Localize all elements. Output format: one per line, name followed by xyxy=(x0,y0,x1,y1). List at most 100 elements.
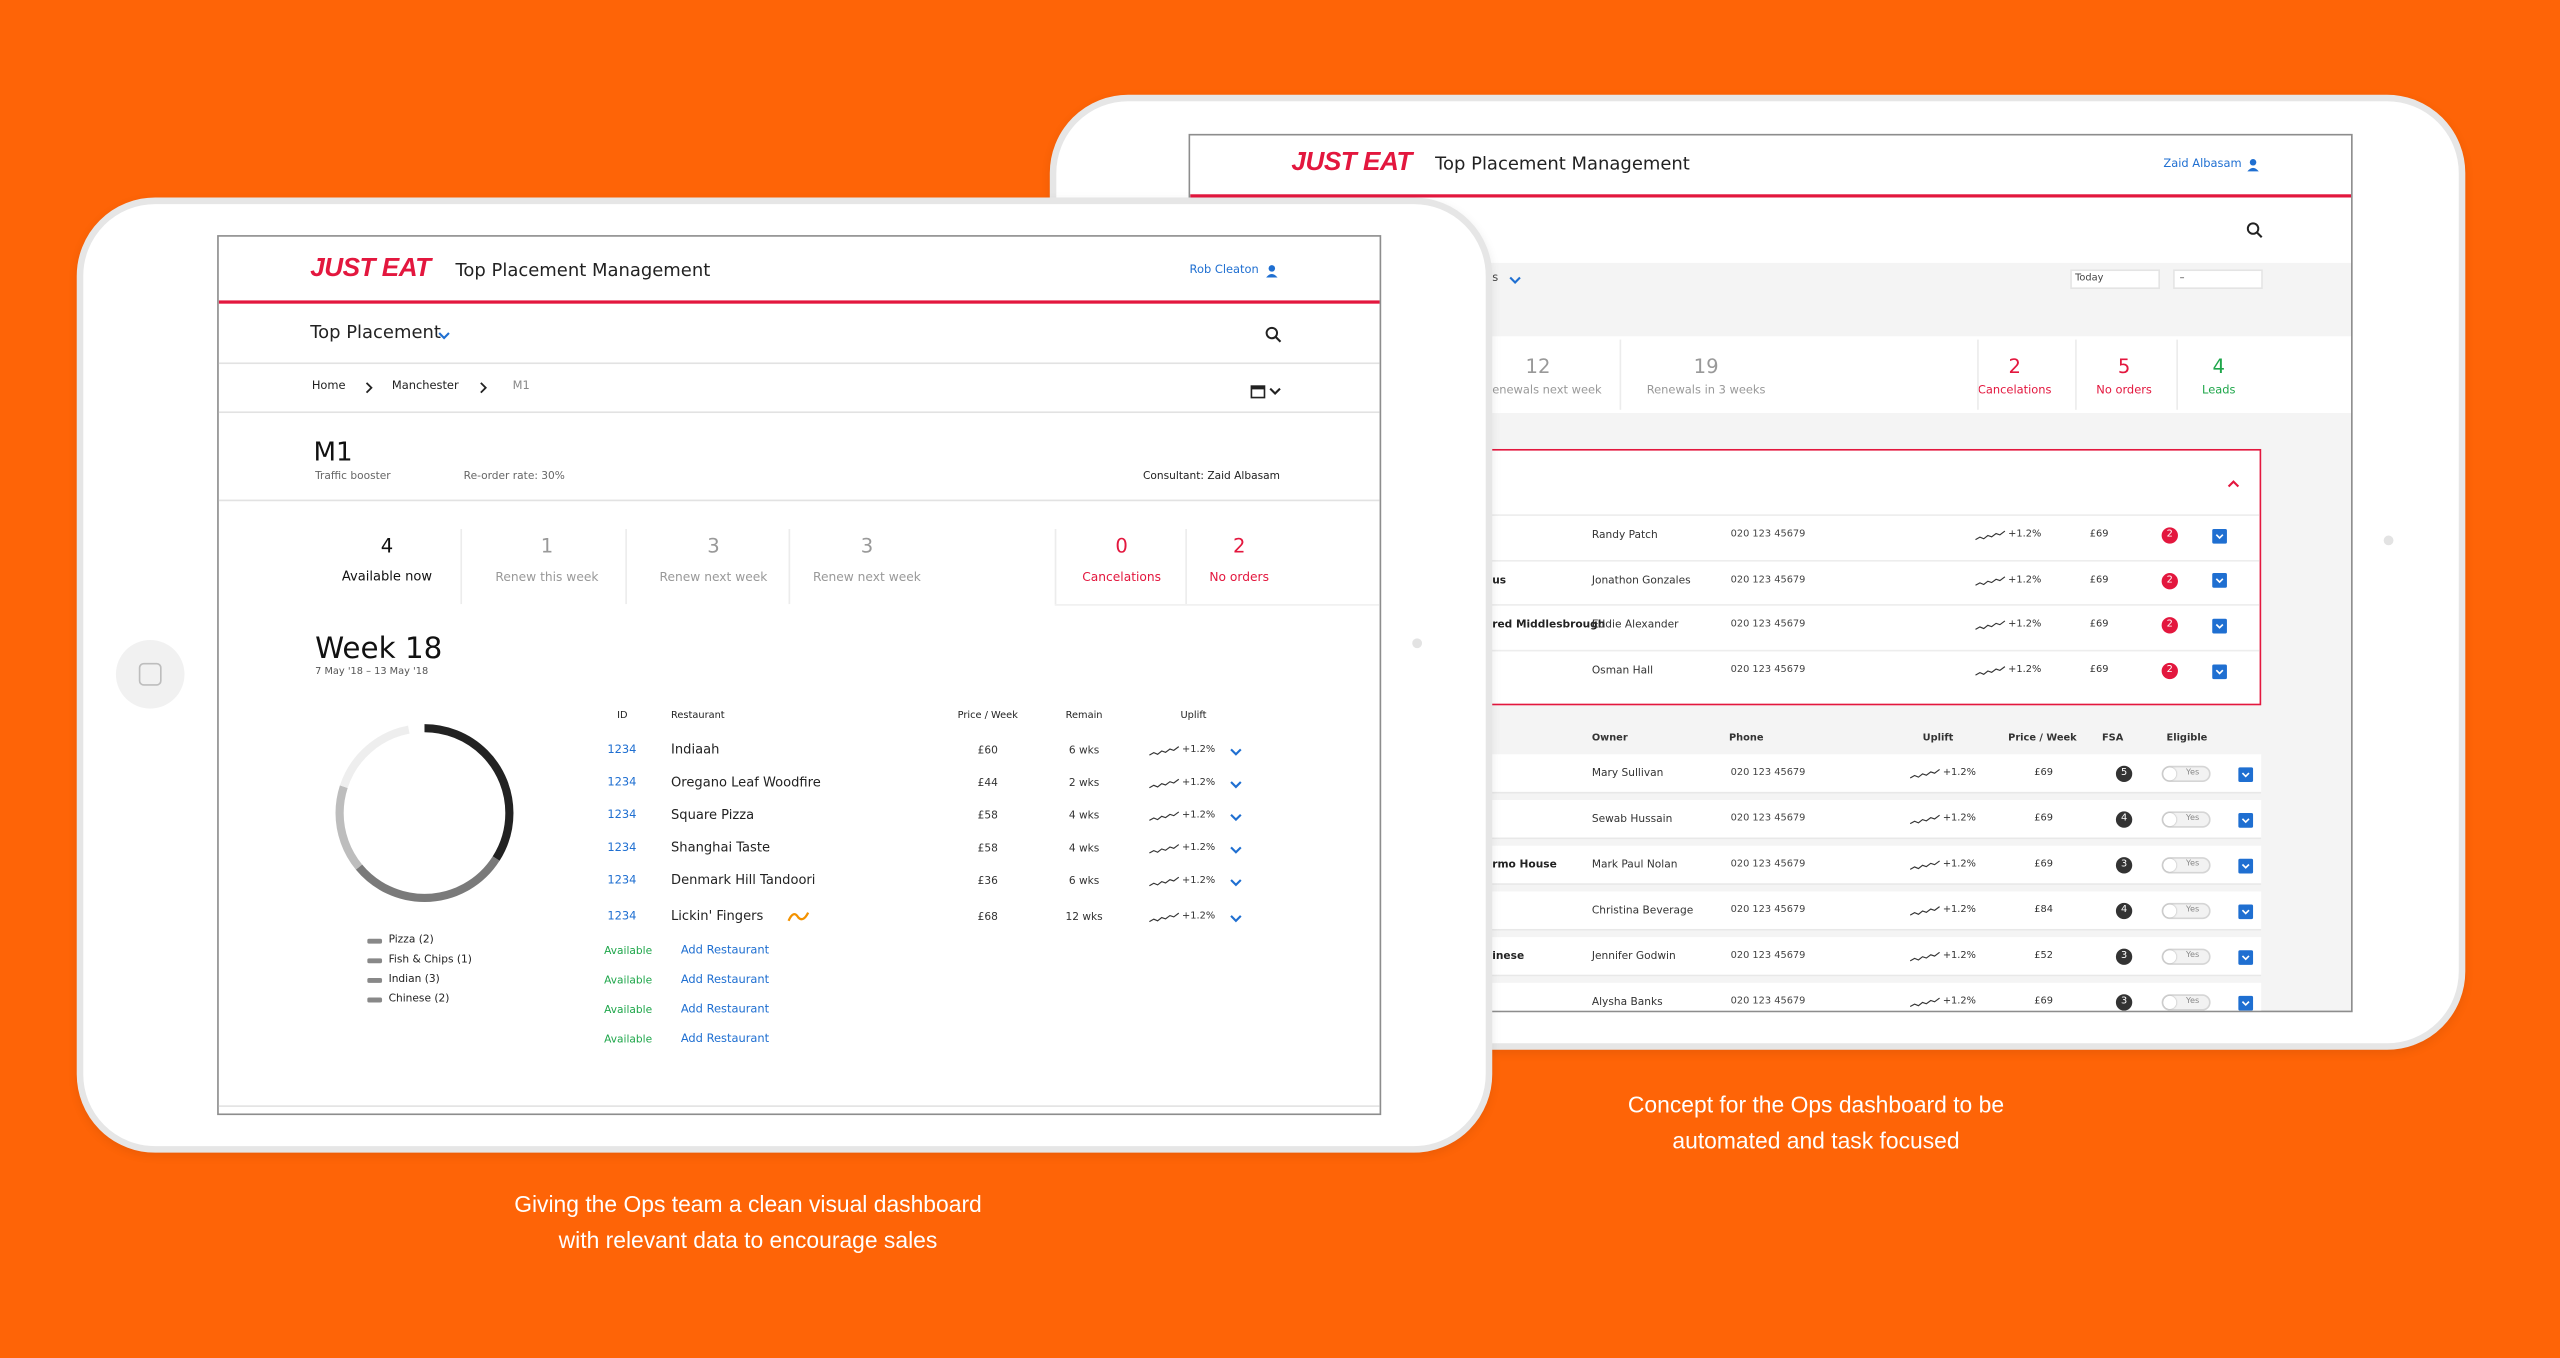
caption: Concept for the Ops dashboard to be xyxy=(1627,1091,2005,1118)
add-restaurant[interactable]: Add Restaurant xyxy=(680,943,770,957)
header-rule xyxy=(1190,194,2352,197)
restaurant-name: rmo House xyxy=(1492,857,1557,871)
chevron-down[interactable] xyxy=(1229,845,1242,853)
restaurant-id[interactable]: 1234 xyxy=(607,775,637,789)
divider xyxy=(460,528,463,605)
chevron-down[interactable] xyxy=(1229,780,1242,788)
user-name[interactable]: Rob Cleaton xyxy=(1189,263,1259,277)
column-header: Owner xyxy=(1591,732,1628,745)
add-restaurant[interactable]: Add Restaurant xyxy=(680,973,770,987)
toggle[interactable] xyxy=(2161,948,2211,965)
table-row xyxy=(1435,982,2262,1011)
chevron-down[interactable] xyxy=(1229,913,1242,922)
row-select[interactable] xyxy=(2237,995,2253,1010)
filter-value[interactable]: s xyxy=(1492,271,1499,285)
calendar-icon[interactable] xyxy=(1249,383,1265,398)
user-name[interactable]: Zaid Albasam xyxy=(2163,156,2242,171)
phone: 020 123 45679 xyxy=(1730,995,1806,1007)
price: £36 xyxy=(977,874,998,888)
icon-part xyxy=(1230,747,1242,755)
row-select[interactable] xyxy=(2237,949,2253,965)
toggle-label: Yes xyxy=(2186,950,2200,961)
chevron-down-graphic xyxy=(1230,747,1242,755)
sparkline-graphic xyxy=(1975,575,2006,586)
uplift: +1.2% xyxy=(1182,744,1216,756)
toggle-knob xyxy=(2163,995,2177,1009)
toggle[interactable] xyxy=(2161,811,2211,828)
divider xyxy=(625,528,627,605)
collapse[interactable] xyxy=(2227,479,2240,487)
chevron-down[interactable] xyxy=(1229,747,1242,755)
caption: automated and task focused xyxy=(1672,1127,1960,1154)
chevron-down[interactable] xyxy=(1229,878,1242,886)
row-select[interactable] xyxy=(2211,528,2227,543)
stat-value: 4 xyxy=(2212,354,2226,378)
row-select[interactable] xyxy=(2237,812,2253,827)
search-icon[interactable] xyxy=(2246,222,2263,238)
icon-part xyxy=(438,331,450,339)
row-select[interactable] xyxy=(2237,903,2253,919)
sparkline-graphic xyxy=(1975,530,2006,541)
row-select-graphic xyxy=(2211,663,2227,679)
row-select[interactable] xyxy=(2211,573,2227,589)
chevron-down-graphic xyxy=(1230,878,1242,886)
chevron-down[interactable] xyxy=(438,331,451,339)
sparkline-graphic xyxy=(1909,814,1940,825)
price: £69 xyxy=(2034,812,2053,825)
icon-part xyxy=(1909,997,1940,1008)
icon-part xyxy=(1909,906,1940,916)
add-restaurant[interactable]: Add Restaurant xyxy=(680,1032,770,1046)
divider xyxy=(1054,528,1057,605)
table-row xyxy=(1435,754,2262,794)
toggle[interactable] xyxy=(2161,902,2211,920)
chevron-down-graphic xyxy=(1230,813,1242,821)
table-row xyxy=(1435,845,2262,885)
toggle-knob xyxy=(2163,950,2177,964)
restaurant-id[interactable]: 1234 xyxy=(607,841,637,855)
icon-part xyxy=(1975,530,2006,541)
chevron-down[interactable] xyxy=(1509,275,1522,284)
collapse-graphic xyxy=(2227,479,2240,487)
restaurant-id[interactable]: 1234 xyxy=(607,873,637,887)
flag-badge xyxy=(2161,572,2178,589)
icon-part xyxy=(1230,845,1242,853)
chevron-down[interactable] xyxy=(1269,386,1282,395)
slot-status: Available xyxy=(604,973,653,987)
home-button[interactable] xyxy=(115,639,185,709)
remaining: 4 wks xyxy=(1068,841,1100,855)
icon-part xyxy=(1975,621,2006,631)
row-select[interactable] xyxy=(2211,663,2227,679)
sparkline xyxy=(1909,860,1940,870)
toggle-knob xyxy=(2163,813,2177,827)
row-select[interactable] xyxy=(2237,857,2253,873)
restaurant-name: us xyxy=(1492,573,1507,587)
add-restaurant[interactable]: Add Restaurant xyxy=(680,1002,770,1016)
uplift: +1.2% xyxy=(2008,664,2042,676)
search-icon[interactable] xyxy=(1265,326,1282,343)
toggle[interactable] xyxy=(2161,994,2211,1011)
icon-part xyxy=(1266,273,1278,278)
chevron-down[interactable] xyxy=(1229,812,1242,821)
date-input[interactable] xyxy=(2173,269,2263,289)
app-title: Top Placement Management xyxy=(455,259,711,281)
toggle[interactable] xyxy=(2161,765,2211,783)
date-input[interactable] xyxy=(2070,269,2160,289)
restaurant-id[interactable]: 1234 xyxy=(607,808,637,822)
row-select[interactable] xyxy=(2211,618,2227,634)
breadcrumb[interactable]: Home xyxy=(311,379,346,393)
restaurant-id[interactable]: 1234 xyxy=(607,909,637,923)
sparkline xyxy=(1149,746,1180,756)
toggle[interactable] xyxy=(2161,857,2211,874)
icon-part xyxy=(1975,666,2006,676)
nav-menu[interactable]: Top Placement xyxy=(310,321,441,343)
icon-part xyxy=(2237,812,2253,827)
price: £68 xyxy=(977,910,998,924)
phone: 020 123 45679 xyxy=(1730,858,1806,870)
table-row xyxy=(1435,937,2262,977)
restaurant-id[interactable]: 1234 xyxy=(607,743,637,757)
icon-part xyxy=(2237,766,2253,782)
row-select[interactable] xyxy=(2237,766,2253,782)
breadcrumb[interactable]: Manchester xyxy=(391,379,459,393)
owner: Alysha Banks xyxy=(1591,994,1663,1009)
